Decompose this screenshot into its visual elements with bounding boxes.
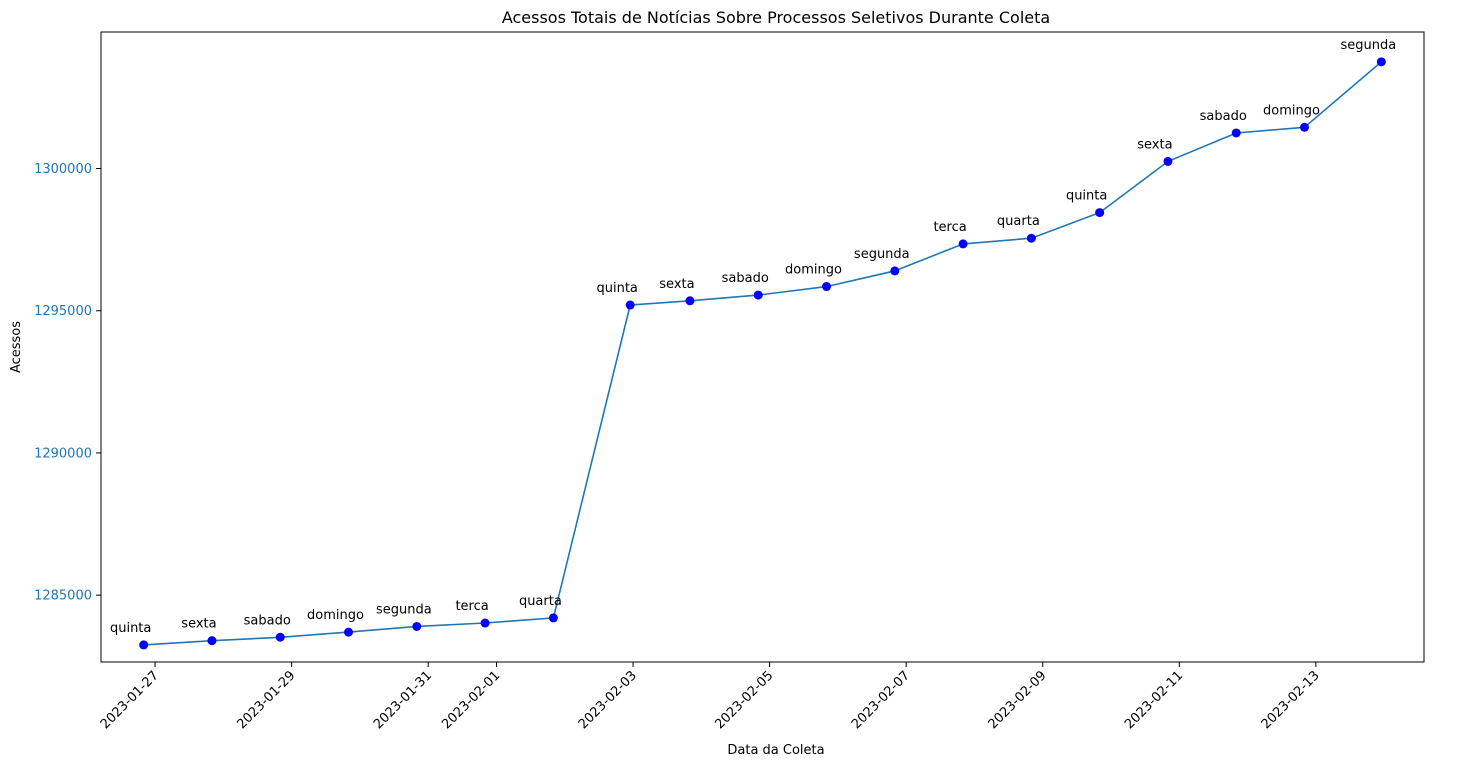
x-tick-label: 2023-02-09 [986, 668, 1050, 732]
y-tick-label: 1290000 [34, 446, 92, 461]
point-label: sabado [1200, 109, 1247, 124]
y-tick-label: 1285000 [34, 589, 92, 604]
y-axis-label: Acessos [9, 321, 24, 373]
data-point [1026, 233, 1036, 243]
data-point [685, 296, 695, 306]
point-label: segunda [1340, 38, 1396, 53]
point-label: quarta [519, 594, 562, 609]
point-label: quarta [997, 214, 1040, 229]
data-point [890, 266, 900, 276]
y-tick-label: 1295000 [34, 304, 92, 319]
x-tick-label: 2023-02-03 [576, 668, 640, 732]
data-point [275, 632, 285, 642]
data-point [625, 300, 635, 310]
point-label: quinta [110, 621, 151, 636]
point-label: sabado [722, 271, 769, 286]
point-label: terca [455, 599, 488, 614]
data-point [1376, 57, 1386, 67]
x-axis: 2023-01-27 2023-01-29 2023-01-31 2023-02-01… [98, 662, 1323, 732]
data-point [139, 640, 149, 650]
series-line [143, 61, 1382, 646]
plot-frame [100, 31, 1425, 663]
x-tick-label: 2023-01-31 [371, 668, 435, 732]
point-label: terca [933, 220, 966, 235]
point-label: quinta [1066, 189, 1107, 204]
chart-title: Acessos Totais de Notícias Sobre Process… [502, 8, 1050, 27]
point-label: sexta [659, 277, 694, 292]
point-label: quinta [596, 281, 637, 296]
data-point [412, 621, 422, 631]
x-tick-label: 2023-02-07 [849, 668, 913, 732]
x-axis-label: Data da Coleta [727, 743, 824, 758]
point-label: domingo [785, 263, 842, 278]
point-label: sexta [1137, 137, 1172, 152]
x-tick-label: 2023-02-01 [439, 668, 503, 732]
point-label: domingo [1263, 103, 1320, 118]
x-tick-label: 2023-02-05 [712, 668, 776, 732]
data-point [958, 239, 968, 249]
point-label: sabado [244, 613, 291, 628]
x-tick-label: 2023-02-13 [1259, 668, 1323, 732]
point-label: segunda [854, 247, 910, 262]
x-tick-label: 2023-01-29 [234, 668, 298, 732]
y-axis: 1285000 1290000 1295000 1300000 [34, 162, 101, 604]
x-tick-label: 2023-02-11 [1122, 668, 1186, 732]
data-point [548, 613, 558, 623]
data-point [344, 627, 354, 637]
data-point [1163, 156, 1173, 166]
data-point [1300, 122, 1310, 132]
x-tick-label: 2023-01-27 [98, 668, 162, 732]
point-label: domingo [307, 608, 364, 623]
data-point [207, 636, 217, 646]
point-label: segunda [376, 602, 432, 617]
data-point [822, 282, 832, 292]
data-point [753, 290, 763, 300]
series-layer: quinta sexta sabado domingo segunda terca quar… [110, 38, 1396, 650]
data-point [1231, 128, 1241, 138]
data-point [1095, 208, 1105, 218]
y-tick-label: 1300000 [34, 162, 92, 177]
point-label: sexta [181, 617, 216, 632]
data-point [480, 618, 490, 628]
